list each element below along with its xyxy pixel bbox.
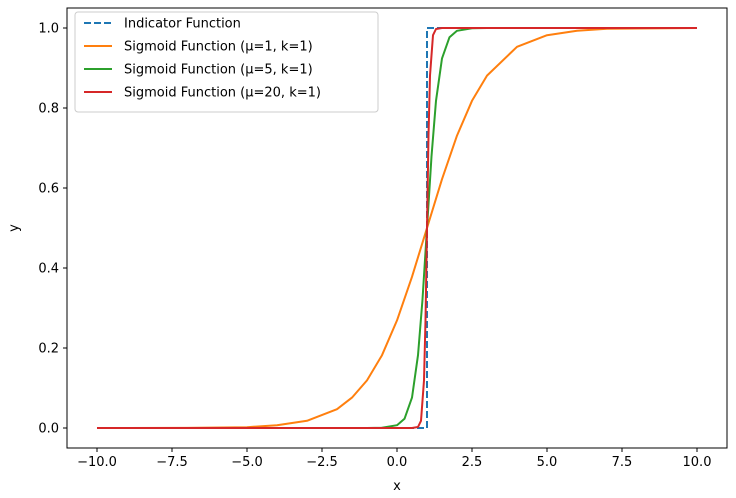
x-tick-label: 10.0 (683, 455, 712, 470)
legend-box (74, 11, 379, 113)
legend-label-0: Indicator Function (124, 17, 241, 32)
x-tick-label: −10.0 (77, 455, 117, 470)
x-axis: −10.0 −7.5 −5.0 −2.5 0.0 2.5 5.0 7.5 10.0 (77, 448, 711, 470)
y-tick-label: 0.0 (38, 422, 59, 437)
x-tick-label: 0.0 (387, 455, 408, 470)
y-tick-label: 0.2 (38, 342, 59, 357)
x-tick-label: −7.5 (156, 455, 188, 470)
y-axis: 0.0 0.2 0.4 0.6 0.8 1.0 (38, 22, 67, 437)
legend: Indicator Function Sigmoid Function (μ=1,… (74, 11, 379, 113)
plot-lines (96, 27, 698, 429)
legend-label-2: Sigmoid Function (μ=5, k=1) (124, 63, 313, 78)
y-tick-label: 0.8 (38, 102, 59, 117)
y-tick-label: 1.0 (38, 22, 59, 37)
x-tick-label: 7.5 (612, 455, 633, 470)
x-tick-label: −2.5 (306, 455, 338, 470)
x-tick-label: 2.5 (462, 455, 483, 470)
y-axis-title: y (7, 224, 22, 232)
y-tick-label: 0.4 (38, 262, 59, 277)
legend-label-3: Sigmoid Function (μ=20, k=1) (124, 86, 321, 101)
y-tick-label: 0.6 (38, 182, 59, 197)
x-tick-label: 5.0 (537, 455, 558, 470)
x-axis-title: x (393, 479, 401, 494)
series-line-3 (96, 27, 698, 429)
legend-label-1: Sigmoid Function (μ=1, k=1) (124, 40, 313, 55)
x-tick-label: −5.0 (231, 455, 263, 470)
series-line-1 (96, 27, 698, 429)
